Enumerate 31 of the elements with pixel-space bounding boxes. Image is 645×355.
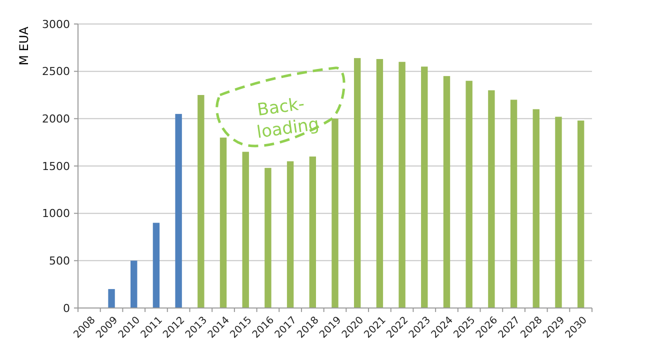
bar <box>264 168 272 308</box>
bar <box>242 152 249 308</box>
y-tick-label: 0 <box>63 302 70 315</box>
bar <box>354 58 361 308</box>
bar <box>376 59 384 308</box>
bar <box>510 100 518 308</box>
bar <box>488 90 495 308</box>
bar <box>130 260 138 308</box>
y-tick-label: 3000 <box>42 18 70 31</box>
bar <box>555 116 562 308</box>
bar <box>332 118 338 308</box>
y-axis-title: M EUA <box>17 26 31 66</box>
bar <box>421 66 428 308</box>
bar <box>175 114 182 308</box>
bar <box>443 76 450 308</box>
bar <box>220 138 227 308</box>
annotation: Back-loading <box>256 94 320 143</box>
bar <box>286 161 294 308</box>
bar <box>532 109 540 308</box>
bar <box>309 156 316 308</box>
y-tick-label: 2000 <box>42 112 70 126</box>
y-tick-label: 500 <box>49 254 70 268</box>
y-tick-label: 1500 <box>42 160 70 173</box>
bar <box>108 289 115 308</box>
bar <box>152 222 160 308</box>
y-tick-label: 1000 <box>42 207 70 220</box>
bar <box>398 62 406 308</box>
bar <box>577 120 584 308</box>
bar <box>198 95 204 308</box>
bar <box>466 80 472 308</box>
y-tick-label: 2500 <box>42 65 70 78</box>
